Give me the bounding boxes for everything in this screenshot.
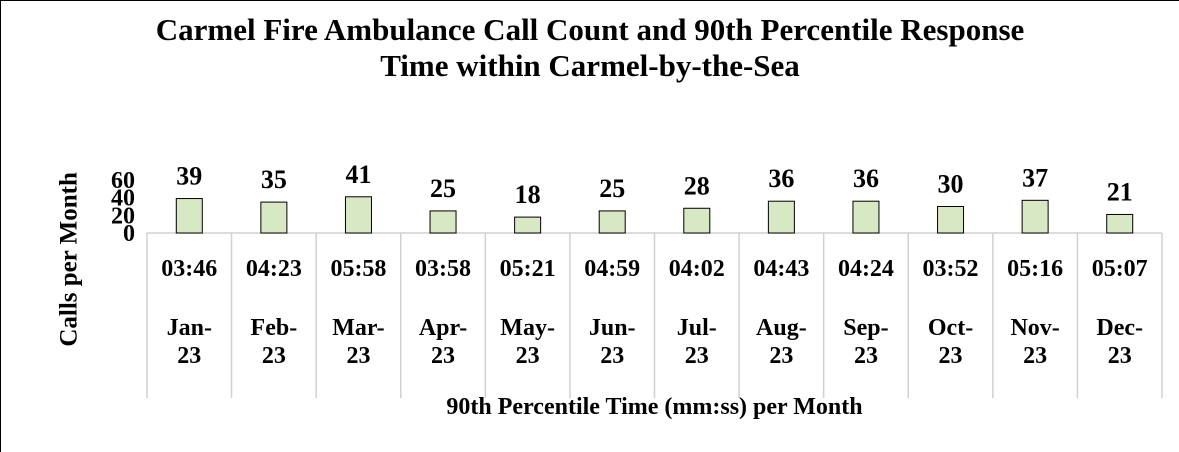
response-time: 05:16 (1007, 256, 1064, 282)
response-time: 04:02 (668, 256, 725, 282)
response-time: 04:59 (584, 256, 641, 282)
x-tick-label: Nov-23 (1010, 315, 1060, 369)
bar (175, 198, 203, 234)
data-label: 25 (599, 174, 625, 203)
bar (344, 196, 372, 234)
y-tick-label: 20 (111, 203, 135, 229)
y-tick-label: 60 (111, 168, 135, 194)
data-label: 25 (430, 174, 456, 203)
bar (598, 210, 626, 234)
x-tick-label: Apr-23 (418, 315, 468, 369)
data-label: 36 (853, 164, 879, 193)
data-label: 21 (1107, 177, 1133, 206)
response-time: 03:46 (161, 256, 218, 282)
data-label: 35 (261, 165, 287, 194)
x-tick-label: Mar-23 (332, 315, 385, 369)
response-time: 05:58 (330, 256, 387, 282)
x-tick-label: Jan-23 (166, 315, 212, 369)
response-time: 03:52 (922, 256, 979, 282)
data-label: 18 (515, 180, 541, 209)
data-label: 41 (345, 160, 371, 189)
x-axis-label: 90th Percentile Time (mm:ss) per Month (446, 394, 863, 420)
response-time: 05:21 (499, 256, 556, 282)
y-axis-label: Calls per Month (55, 172, 83, 347)
bar (260, 201, 288, 234)
response-time: 03:58 (415, 256, 472, 282)
x-tick-label: Feb-23 (250, 315, 298, 369)
bar (514, 216, 542, 234)
response-time: 05:07 (1091, 256, 1148, 282)
x-tick-label: Sep-23 (843, 315, 889, 369)
data-label: 28 (684, 171, 710, 200)
bar (683, 207, 711, 234)
x-tick-label: Aug-23 (756, 315, 807, 369)
data-label: 39 (176, 162, 202, 191)
bar (1106, 213, 1134, 234)
data-label: 37 (1022, 163, 1048, 192)
y-tick-label: 0 (123, 221, 135, 247)
y-tick-label: 40 (111, 186, 135, 212)
bar (429, 210, 457, 234)
response-time: 04:24 (837, 256, 894, 282)
x-tick-label: Oct-23 (927, 315, 974, 369)
response-time: 04:43 (753, 256, 810, 282)
x-tick-label: Jul-23 (676, 315, 717, 369)
chart-title: Carmel Fire Ambulance Call Count and 90t… (155, 12, 1025, 83)
response-time: 04:23 (245, 256, 302, 282)
x-tick-label: Jun-23 (588, 315, 636, 369)
x-tick-label: May-23 (500, 315, 555, 369)
data-label: 30 (938, 170, 964, 199)
bar (852, 200, 880, 234)
bar (767, 200, 795, 234)
bar (937, 206, 965, 234)
bar (1021, 199, 1049, 234)
x-tick-label: Dec-23 (1096, 315, 1144, 369)
data-label: 36 (768, 164, 794, 193)
